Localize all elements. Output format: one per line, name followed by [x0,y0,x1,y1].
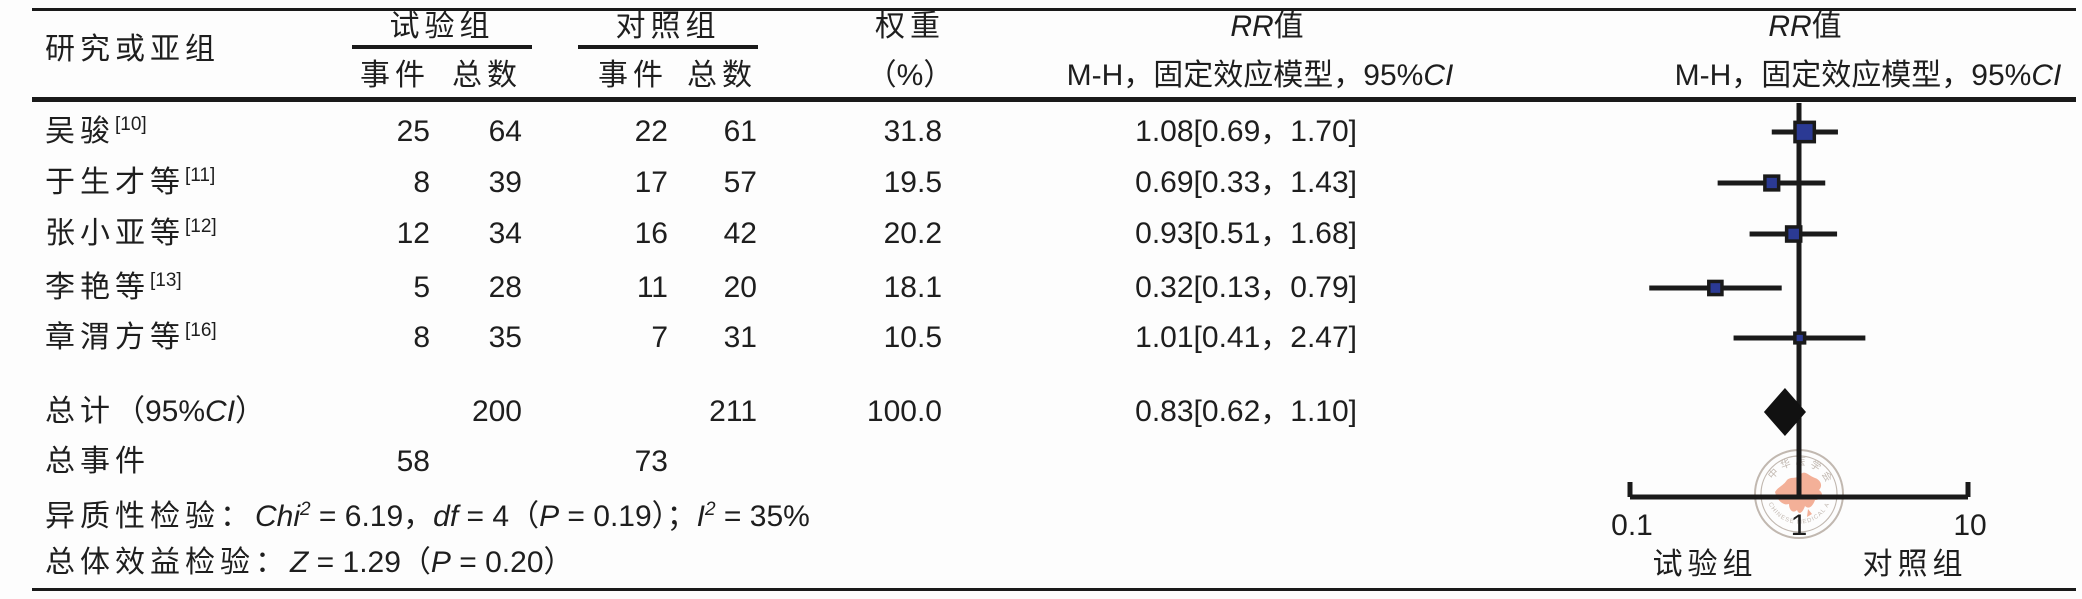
rr-ci-value: 0.69[0.33，1.43] [1135,166,1357,199]
ctrl-total-header: 总数 [687,59,757,92]
ctrl-events: 17 [634,166,668,199]
weight-value: 10.5 [883,321,942,354]
rr-plot-header: RR值 [1768,10,1842,43]
header-rule [32,97,2076,102]
favours-experimental-label: 试验组 [1652,548,1758,581]
weight-value: 31.8 [883,115,942,148]
reference-superscript: [11] [185,165,216,186]
study-name: 章渭方等[16] [45,320,217,354]
study-column-header: 研究或亚组 [45,33,220,66]
axis-tick-label-mid: 1 [1790,509,1808,542]
rr-column-header: RR值 [1230,10,1304,43]
axis-tick-label-min: 0.1 [1611,509,1653,542]
total-events-label: 总事件 [45,445,150,478]
exp-events: 25 [396,115,430,148]
reference-superscript: [10] [115,114,147,135]
weight-total: 100.0 [866,395,942,428]
ctrl-total: 20 [723,271,757,304]
top-rule [32,8,2076,11]
control-group-header: 对照组 [615,10,721,43]
axis-tick-label-max: 10 [1953,509,1987,542]
heterogeneity-test-line: 异质性检验：Chi2 = 6.19，df = 4（P = 0.19）；I2 = … [45,499,810,533]
exp-events: 8 [413,321,430,354]
weight-value: 19.5 [883,166,942,199]
ctrl-events: 11 [636,271,668,304]
table-row: 于生才等[11] 8 39 17 57 19.5 0.69[0.33，1.43] [0,162,2082,204]
rr-ci-value: 1.08[0.69，1.70] [1135,115,1357,148]
study-name: 李艳等[13] [45,270,182,304]
exp-total: 34 [488,217,522,250]
ctrl-events: 22 [634,115,668,148]
total-events-row: 总事件 58 73 [0,441,2082,483]
reference-superscript: [12] [185,216,217,237]
study-name: 张小亚等[12] [45,216,217,250]
experimental-group-underline [352,45,532,49]
study-name: 吴骏[10] [45,114,147,148]
mh-model-header: M-H，固定效应模型，95%CI [1066,59,1454,92]
ctrl-total: 42 [723,217,757,250]
exp-events: 8 [413,166,430,199]
ctrl-total: 57 [723,166,757,199]
exp-events-header: 事件 [360,59,430,92]
weight-unit-header: （%） [866,59,954,92]
bottom-rule [32,588,2076,591]
reference-superscript: [16] [185,320,217,341]
exp-events: 12 [396,217,430,250]
table-row: 李艳等[13] 5 28 11 20 18.1 0.32[0.13，0.79] [0,267,2082,309]
total-row: 总计（95%CI） 200 211 100.0 0.83[0.62，1.10] [0,391,2082,433]
exp-total-header: 总数 [452,59,522,92]
experimental-group-header: 试验组 [389,10,495,43]
study-name: 于生才等[11] [45,165,216,199]
exp-total: 64 [488,115,522,148]
ctrl-total-sum: 211 [709,395,757,428]
ctrl-events-header: 事件 [598,59,668,92]
favours-control-label: 对照组 [1862,548,1968,581]
control-group-underline [578,45,758,49]
weight-value: 18.1 [883,271,942,304]
total-label: 总计（95%CI） [45,395,266,428]
reference-superscript: [13] [150,270,182,291]
exp-total: 28 [488,271,522,304]
exp-total: 39 [488,166,522,199]
mh-plot-header: M-H，固定效应模型，95%CI [1674,59,2062,92]
table-row: 张小亚等[12] 12 34 16 42 20.2 0.93[0.51，1.68… [0,213,2082,255]
ctrl-total: 61 [723,115,757,148]
overall-effect-test-line: 总体效益检验：Z = 1.29（P = 0.20） [45,546,574,579]
rr-ci-total: 0.83[0.62，1.10] [1135,395,1357,428]
rr-ci-value: 0.93[0.51，1.68] [1135,217,1357,250]
exp-total: 35 [488,321,522,354]
ctrl-total: 31 [723,321,757,354]
table-row: 吴骏[10] 25 64 22 61 31.8 1.08[0.69，1.70] [0,111,2082,153]
exp-events-sum: 58 [396,445,430,478]
exp-events: 5 [413,271,430,304]
ctrl-events: 7 [651,321,668,354]
weight-header: 权重 [875,10,945,43]
weight-value: 20.2 [883,217,942,250]
table-row: 章渭方等[16] 8 35 7 31 10.5 1.01[0.41，2.47] [0,317,2082,359]
rr-ci-value: 0.32[0.13，0.79] [1135,271,1357,304]
exp-total-sum: 200 [471,395,522,428]
ctrl-events-sum: 73 [634,445,668,478]
ctrl-events: 16 [634,217,668,250]
rr-ci-value: 1.01[0.41，2.47] [1135,321,1357,354]
